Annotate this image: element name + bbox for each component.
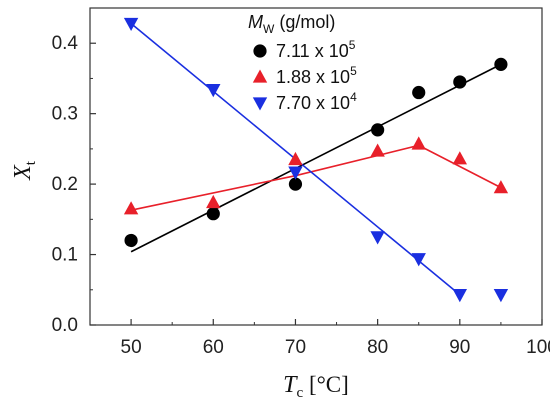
data-point-series-1 [124,233,138,248]
x-axis: 50 60 70 80 90 100 [89,319,550,358]
data-point-series-1 [206,207,220,221]
data-point-series-1 [412,85,426,100]
legend-label-series-2: 1.88 x 105 [276,64,357,87]
data-point-series-3 [370,231,385,245]
x-axis-title-sub: c [297,385,304,401]
data-point-series-1 [288,177,303,191]
markers [123,17,509,303]
data-point-series-2 [452,151,468,165]
legend-label-base: 7.70 x 10 [276,93,350,113]
legend-label-series-1: 7.11 x 105 [276,38,356,61]
legend-title-sub: W [263,22,275,36]
legend-marker-series-2 [252,69,268,83]
legend-label-base: 1.88 x 10 [276,67,350,87]
legend-marker-series-3 [252,97,268,111]
x-tick-label: 50 [121,337,142,358]
y-axis-title-sub: t [23,160,39,165]
y-axis-title: Xt [10,160,39,181]
data-point-series-1 [453,75,467,89]
fit-lines [130,22,502,296]
data-point-series-3 [493,289,509,303]
data-point-series-1 [371,123,385,137]
x-tick-label: 60 [203,337,224,358]
legend-label-series-3: 7.70 x 104 [276,90,357,113]
data-point-series-3 [288,166,303,180]
legend-label-exponent: 5 [349,38,356,52]
data-point-series-2 [493,180,509,194]
data-point-series-2 [370,143,385,157]
legend-label-base: 7.11 x 10 [276,41,349,61]
legend-marker-series-1 [253,44,267,58]
y-axis-title-main: X [10,164,36,181]
x-tick-label: 70 [285,337,306,358]
x-axis-title: Tc [°C] [283,372,349,401]
y-tick-label: 0.4 [52,33,79,54]
x-tick-label: 80 [367,337,388,358]
data-point-series-1 [494,57,508,71]
legend-label-exponent: 5 [350,64,357,78]
x-tick-label: 90 [449,337,470,358]
y-tick-label: 0.0 [52,315,78,336]
data-point-series-3 [206,84,221,98]
legend-label-exponent: 4 [350,90,357,104]
y-tick-label: 0.3 [52,104,78,125]
data-point-series-2 [206,194,221,209]
fit-line-series-1 [130,63,502,253]
data-point-series-2 [123,201,139,215]
data-point-series-3 [452,289,468,303]
legend-title-m: M [248,12,263,32]
data-point-series-2 [288,151,303,166]
plot-frame [89,7,543,326]
x-axis-title-unit: [°C] [303,372,349,397]
y-tick-label: 0.1 [52,245,78,266]
legend-title: MW (g/mol) [248,12,335,36]
y-tick-label: 0.2 [52,174,78,195]
data-point-series-3 [123,17,139,32]
y-axis: 0.0 0.1 0.2 0.3 0.4 [52,7,96,336]
x-tick-label: 100 [526,337,550,358]
data-point-series-3 [411,253,426,267]
x-axis-title-main: T [283,372,298,398]
fit-line-series-2 [130,144,502,211]
legend-title-unit: (g/mol) [274,12,335,32]
data-point-series-2 [411,136,426,150]
